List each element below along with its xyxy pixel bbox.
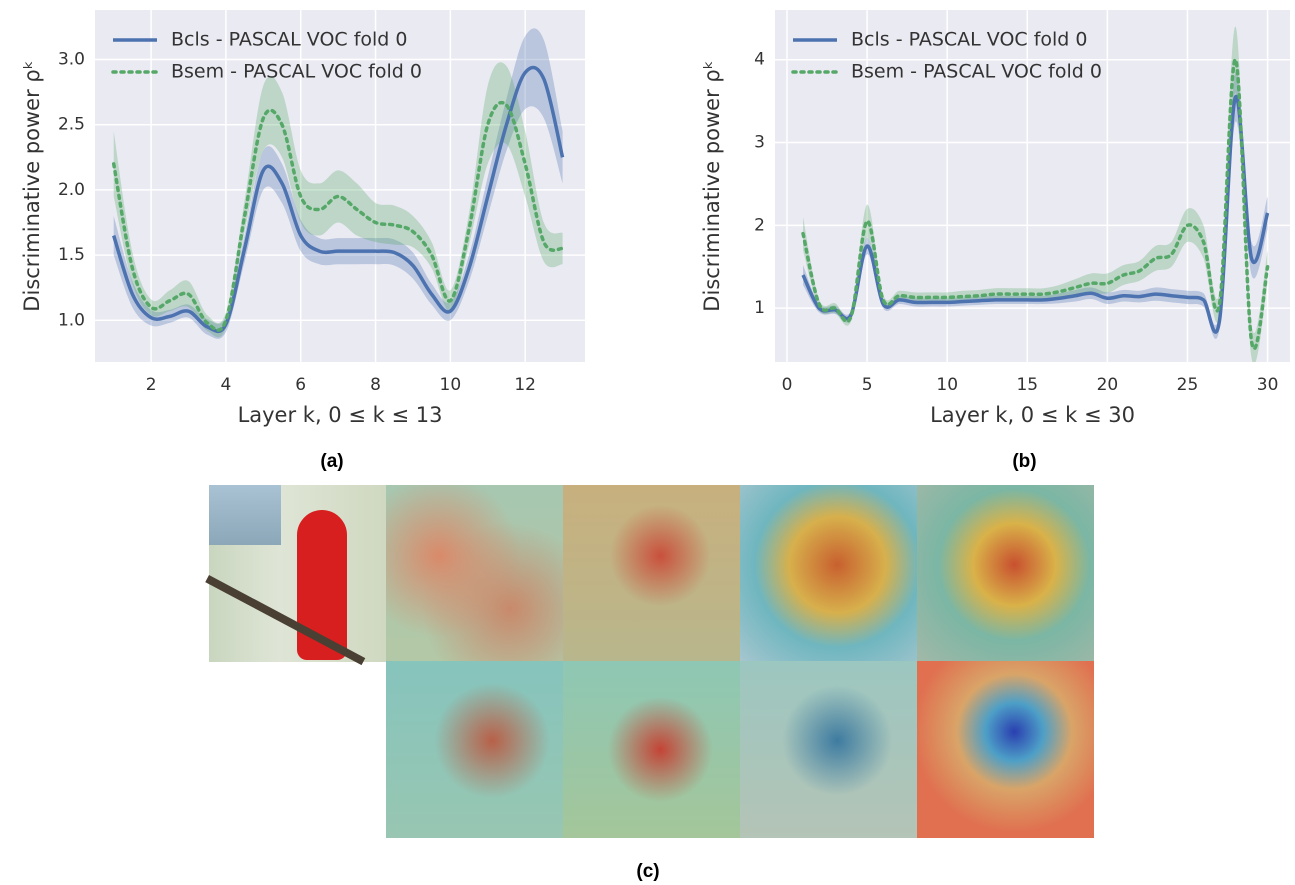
y-tick-label: 4 [754, 50, 765, 70]
x-tick-label: 15 [1016, 375, 1038, 395]
y-axis-label: Discriminative power ρᵏ [20, 60, 44, 311]
heatmap-image [917, 661, 1094, 838]
heatmap-image [740, 485, 917, 662]
panel-label: (a) [320, 451, 343, 472]
legend-label: Bsem - PASCAL VOC fold 0 [851, 61, 1102, 83]
y-tick-label: 1.0 [58, 310, 85, 330]
legend-label: Bsem - PASCAL VOC fold 0 [171, 61, 422, 83]
x-axis-label: Layer k, 0 ≤ k ≤ 13 [238, 403, 443, 427]
x-tick-label: 6 [295, 375, 306, 395]
series-line [801, 95, 1270, 334]
y-axis-label: Discriminative power ρᵏ [700, 60, 724, 311]
heatmap-image [563, 485, 740, 662]
heatmap-image [740, 661, 917, 838]
y-tick-label: 2.5 [58, 115, 85, 135]
x-axis-label: Layer k, 0 ≤ k ≤ 30 [930, 403, 1135, 427]
image-mask [205, 485, 386, 666]
series-line [112, 65, 565, 334]
x-tick-label: 30 [1257, 375, 1279, 395]
x-tick-label: 4 [221, 375, 232, 395]
y-tick-label: 2.0 [58, 180, 85, 200]
series-line [111, 100, 565, 332]
x-tick-label: 0 [782, 375, 793, 395]
error-band [113, 28, 563, 339]
error-band [113, 62, 563, 338]
series-line [801, 57, 1270, 351]
y-tick-label: 3 [754, 133, 765, 153]
y-tick-label: 1 [754, 298, 765, 318]
y-tick-label: 2 [754, 215, 765, 235]
plot-area [95, 10, 585, 362]
y-tick-label: 3.0 [58, 50, 85, 70]
x-tick-label: 12 [514, 375, 536, 395]
x-tick-label: 2 [146, 375, 157, 395]
heatmap-image [386, 485, 563, 662]
error-band [803, 26, 1268, 362]
x-tick-label: 25 [1177, 375, 1199, 395]
heatmap-image [563, 661, 740, 838]
panel-label: (b) [1012, 451, 1036, 472]
heatmap-image [917, 485, 1094, 662]
x-tick-label: 10 [936, 375, 958, 395]
legend-label: Bcls - PASCAL VOC fold 0 [851, 29, 1088, 51]
heatmap-image [386, 661, 563, 838]
panel-label: (c) [636, 861, 659, 882]
x-tick-label: 5 [862, 375, 873, 395]
x-tick-label: 10 [440, 375, 462, 395]
y-tick-label: 1.5 [58, 245, 85, 265]
legend-label: Bcls - PASCAL VOC fold 0 [171, 29, 408, 51]
x-tick-label: 8 [370, 375, 381, 395]
x-tick-label: 20 [1097, 375, 1119, 395]
